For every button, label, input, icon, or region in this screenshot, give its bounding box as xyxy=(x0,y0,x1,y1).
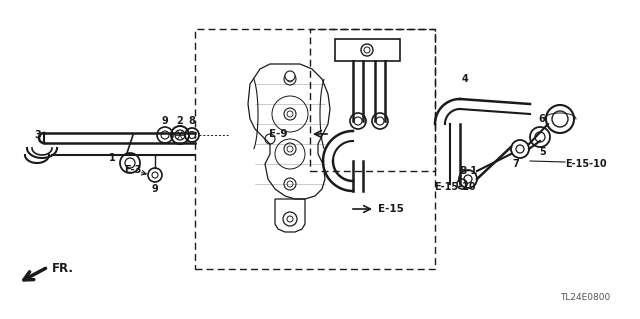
Circle shape xyxy=(285,71,295,81)
Bar xyxy=(195,29,435,269)
Text: 3: 3 xyxy=(35,130,42,140)
Bar xyxy=(310,29,435,171)
Text: 6: 6 xyxy=(538,114,545,124)
Text: B-1: B-1 xyxy=(459,166,477,176)
Text: E-3: E-3 xyxy=(124,165,141,175)
Text: TL24E0800: TL24E0800 xyxy=(560,293,610,301)
Text: 7: 7 xyxy=(513,159,520,169)
Text: FR.: FR. xyxy=(52,263,74,276)
Text: 9: 9 xyxy=(162,116,168,126)
Text: 4: 4 xyxy=(461,74,468,84)
Text: 5: 5 xyxy=(540,147,547,157)
Text: 8: 8 xyxy=(189,116,195,126)
Text: E-15-10: E-15-10 xyxy=(565,159,607,169)
Text: E-15-10: E-15-10 xyxy=(434,182,476,192)
Text: E-9: E-9 xyxy=(269,129,287,139)
Bar xyxy=(335,39,400,61)
Text: 1: 1 xyxy=(109,153,115,163)
Text: 2: 2 xyxy=(177,116,184,126)
Text: 9: 9 xyxy=(152,184,158,194)
Text: E-15: E-15 xyxy=(378,204,404,214)
